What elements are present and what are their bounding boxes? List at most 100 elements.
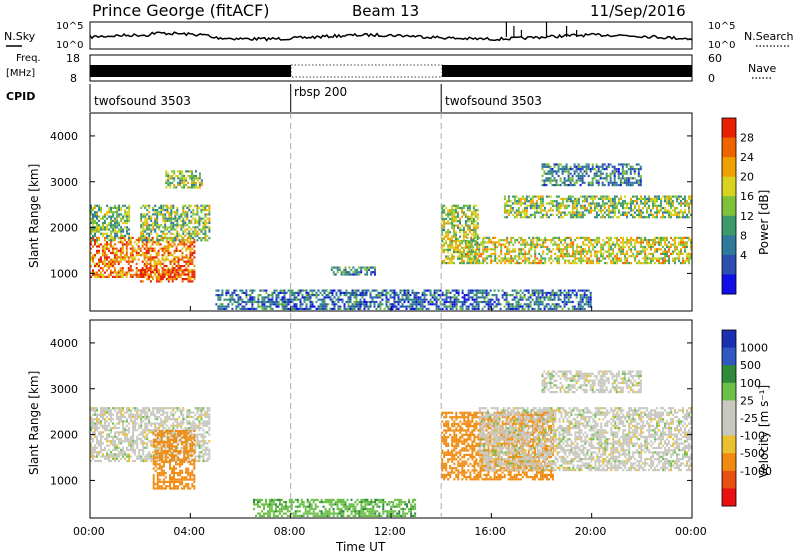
power-echo-cell	[627, 163, 630, 166]
power-echo-cell	[627, 179, 630, 182]
power-echo-cell	[574, 257, 577, 260]
power-echo-cell	[447, 251, 450, 254]
power-echo-cell	[172, 224, 175, 227]
velocity-echo-cell	[98, 451, 100, 454]
power-echo-cell	[142, 228, 145, 231]
velocity-echo-cell	[112, 440, 115, 443]
power-echo-cell	[447, 235, 450, 238]
power-echo-cell	[411, 298, 414, 301]
power-echo-cell	[343, 307, 346, 310]
power-echo-cell	[618, 197, 620, 200]
power-echo-cell	[474, 242, 477, 245]
power-echo-cell	[108, 239, 111, 242]
power-echo-cell	[541, 202, 544, 205]
power-echo-cell	[137, 254, 140, 257]
power-echo-cell	[529, 202, 532, 205]
power-echo-cell	[116, 213, 119, 216]
power-echo-cell	[208, 230, 211, 233]
power-echo-cell	[94, 254, 96, 257]
velocity-echo-cell	[100, 413, 102, 416]
power-echo-cell	[569, 195, 572, 198]
power-echo-cell	[285, 300, 288, 304]
power-echo-cell	[160, 237, 163, 240]
power-echo-cell	[329, 289, 332, 292]
velocity-echo-cell	[90, 422, 92, 425]
power-echo-cell	[178, 217, 181, 220]
power-echo-cell	[90, 211, 92, 214]
power-echo-cell	[198, 219, 201, 222]
power-echo-cell	[583, 170, 586, 173]
power-echo-cell	[468, 228, 471, 232]
velocity-echo-cell	[114, 457, 117, 460]
power-echo-cell	[104, 215, 106, 218]
power-echo-cell	[572, 248, 575, 251]
power-echo-cell	[528, 252, 531, 255]
velocity-echo-cell	[102, 453, 104, 456]
velocity-echo-cell	[132, 459, 135, 463]
power-echo-cell	[558, 250, 561, 253]
power-echo-cell	[531, 291, 534, 294]
velocity-echo-cell	[134, 407, 137, 410]
power-echo-cell	[533, 294, 536, 297]
power-echo-cell	[599, 211, 602, 214]
power-echo-cell	[563, 207, 566, 210]
power-echo-cell	[682, 197, 684, 200]
velocity-echo-cell	[102, 418, 104, 421]
power-echo-cell	[640, 236, 643, 239]
power-echo-cell	[309, 289, 312, 292]
power-echo-cell	[534, 255, 537, 258]
power-echo-cell	[194, 230, 197, 233]
power-echo-cell	[666, 236, 668, 239]
power-echo-cell	[194, 217, 197, 220]
power-echo-cell	[658, 197, 660, 200]
power-echo-cell	[541, 209, 544, 212]
power-echo-cell	[229, 300, 232, 304]
power-echo-cell	[336, 271, 339, 274]
power-echo-cell	[204, 237, 207, 240]
power-echo-cell	[576, 252, 579, 255]
power-echo-cell	[533, 289, 536, 292]
power-echo-cell	[277, 305, 280, 308]
power-echo-cell	[293, 291, 296, 294]
velocity-echo-cell	[96, 453, 98, 456]
power-echo-cell	[573, 204, 576, 207]
power-echo-cell	[539, 303, 542, 306]
power-echo-cell	[173, 249, 176, 252]
power-echo-cell	[499, 303, 502, 306]
power-echo-cell	[596, 257, 599, 260]
power-echo-cell	[551, 184, 554, 187]
power-echo-cell	[275, 289, 278, 292]
power-echo-cell	[684, 202, 686, 205]
power-echo-cell	[311, 303, 314, 306]
velocity-echo-cell	[118, 415, 121, 419]
power-echo-cell	[579, 294, 582, 297]
power-echo-cell	[635, 181, 638, 184]
power-echo-cell	[98, 206, 100, 209]
velocity-echo-cell	[114, 459, 117, 463]
power-echo-cell	[474, 213, 477, 216]
velocity-echo-cell	[118, 409, 121, 412]
freq-label-line2: [MHz]	[6, 68, 35, 79]
power-echo-cell	[170, 226, 173, 229]
power-echo-cell	[543, 170, 546, 173]
power-echo-cell	[113, 243, 116, 246]
power-echo-cell	[622, 243, 625, 246]
power-echo-cell	[94, 206, 96, 209]
power-echo-cell	[565, 168, 568, 171]
power-echo-cell	[120, 217, 123, 220]
power-echo-cell	[98, 260, 100, 263]
velocity-echo-cell	[108, 433, 111, 436]
power-echo-cell	[311, 294, 314, 297]
power-echo-cell	[98, 204, 100, 207]
power-echo-cell	[664, 259, 666, 262]
power-echo-cell	[644, 216, 646, 219]
power-echo-cell	[117, 260, 120, 263]
power-echo-cell	[119, 269, 122, 272]
power-echo-cell	[291, 300, 294, 304]
power-echo-cell	[114, 237, 117, 240]
power-echo-cell	[103, 271, 106, 274]
power-echo-cell	[115, 256, 118, 259]
power-echo-cell	[577, 216, 580, 219]
power-echo-cell	[92, 273, 94, 276]
velocity-echo-cell	[122, 422, 125, 425]
